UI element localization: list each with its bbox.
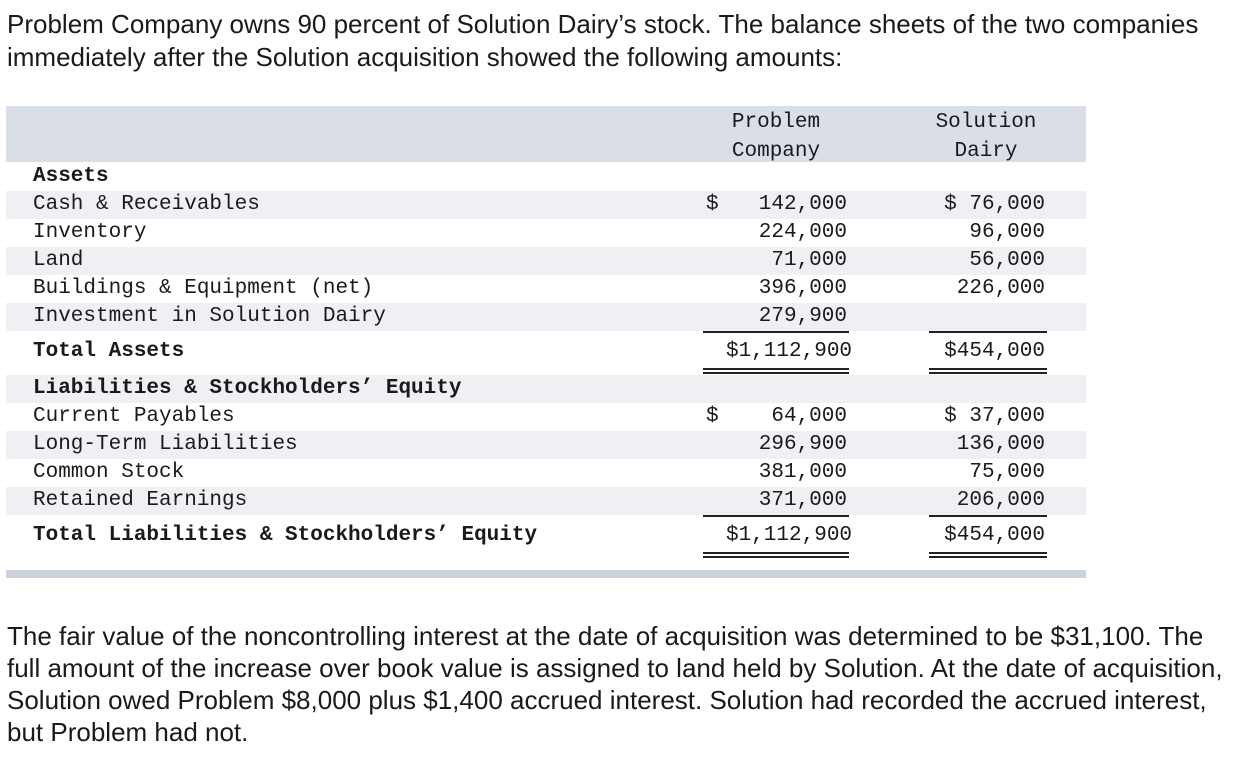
section-heading-row: Assets: [6, 163, 1086, 191]
row-label: Retained Earnings: [33, 489, 248, 512]
solution-amount: $454,000: [944, 340, 1045, 363]
problem-amount: $1,112,900: [726, 340, 853, 363]
table-row: Investment in Solution Dairy 279,900: [6, 303, 1086, 331]
problem-amount: 381,000: [758, 461, 847, 484]
row-label: Current Payables: [33, 405, 235, 428]
row-label: Inventory: [33, 221, 147, 244]
subtotal-rule: [703, 331, 849, 333]
problem-amount: $1,112,900: [726, 524, 853, 547]
table-header: Problem Company Solution Dairy: [6, 106, 1086, 163]
table-row: Cash & Receivables $ 142,000 $ 76,000: [6, 191, 1086, 219]
problem-amount: 296,900: [758, 433, 847, 456]
table-row: Buildings & Equipment (net) 396,000 226,…: [6, 275, 1086, 303]
table-row: Long-Term Liabilities 296,900 136,000: [6, 431, 1086, 459]
problem-amount: 224,000: [758, 221, 847, 244]
row-label: Investment in Solution Dairy: [33, 305, 386, 328]
currency-symbol: $: [706, 193, 719, 216]
liabilities-heading: Liabilities & Stockholders’ Equity: [33, 377, 462, 400]
row-label: Cash & Receivables: [33, 193, 260, 216]
table-row: Retained Earnings 371,000 206,000: [6, 487, 1086, 515]
total-liabilities-row: Total Liabilities & Stockholders’ Equity…: [6, 522, 1086, 550]
solution-amount: $ 37,000: [944, 405, 1045, 428]
column-header-line: Dairy: [954, 140, 1018, 163]
total-double-rule: [929, 368, 1047, 370]
row-label: Common Stock: [33, 461, 185, 484]
column-header-line: Problem: [731, 111, 821, 134]
total-double-rule: [703, 552, 849, 554]
subtotal-rule: [929, 515, 1047, 517]
solution-amount: 75,000: [969, 461, 1045, 484]
followup-paragraph: The fair value of the noncontrolling int…: [7, 621, 1223, 747]
row-label: Buildings & Equipment (net): [33, 277, 374, 300]
total-assets-row: Total Assets $1,112,900 $454,000: [6, 338, 1086, 366]
solution-amount: 206,000: [956, 489, 1045, 512]
table-footer-band: [6, 570, 1086, 578]
total-liabilities-label: Total Liabilities & Stockholders’ Equity: [33, 524, 538, 547]
problem-amount: 64,000: [771, 405, 847, 428]
intro-paragraph: Problem Company owns 90 percent of Solut…: [7, 9, 1199, 72]
column-header-line: Solution: [935, 111, 1037, 134]
total-double-rule: [929, 556, 1047, 558]
problem-amount: 279,900: [758, 305, 847, 328]
column-header-problem-company: Problem Company: [696, 108, 856, 166]
column-header-line: Company: [731, 140, 821, 163]
total-double-rule: [703, 556, 849, 558]
assets-heading: Assets: [33, 165, 109, 188]
column-header-solution-dairy: Solution Dairy: [906, 108, 1066, 166]
total-assets-label: Total Assets: [33, 340, 185, 363]
problem-amount: 142,000: [758, 193, 847, 216]
solution-amount: 226,000: [956, 277, 1045, 300]
total-double-rule: [929, 372, 1047, 374]
row-label: Long-Term Liabilities: [33, 433, 298, 456]
balance-sheet-table: Problem Company Solution Dairy Assets Ca…: [6, 106, 1086, 578]
total-double-rule: [929, 552, 1047, 554]
subtotal-rule: [929, 331, 1047, 333]
table-row: Current Payables $ 64,000 $ 37,000: [6, 403, 1086, 431]
subtotal-rule: [703, 515, 849, 517]
solution-amount: $454,000: [944, 524, 1045, 547]
total-double-rule: [703, 372, 849, 374]
problem-amount: 396,000: [758, 277, 847, 300]
total-double-rule: [703, 368, 849, 370]
solution-amount: 136,000: [956, 433, 1045, 456]
problem-amount: 371,000: [758, 489, 847, 512]
solution-amount: 56,000: [969, 249, 1045, 272]
table-row: Inventory 224,000 96,000: [6, 219, 1086, 247]
problem-amount: 71,000: [771, 249, 847, 272]
currency-symbol: $: [706, 405, 719, 428]
table-row: Land 71,000 56,000: [6, 247, 1086, 275]
row-label: Land: [33, 249, 84, 272]
solution-amount: $ 76,000: [944, 193, 1045, 216]
table-row: Common Stock 381,000 75,000: [6, 459, 1086, 487]
solution-amount: 96,000: [969, 221, 1045, 244]
section-heading-row: Liabilities & Stockholders’ Equity: [6, 375, 1086, 403]
